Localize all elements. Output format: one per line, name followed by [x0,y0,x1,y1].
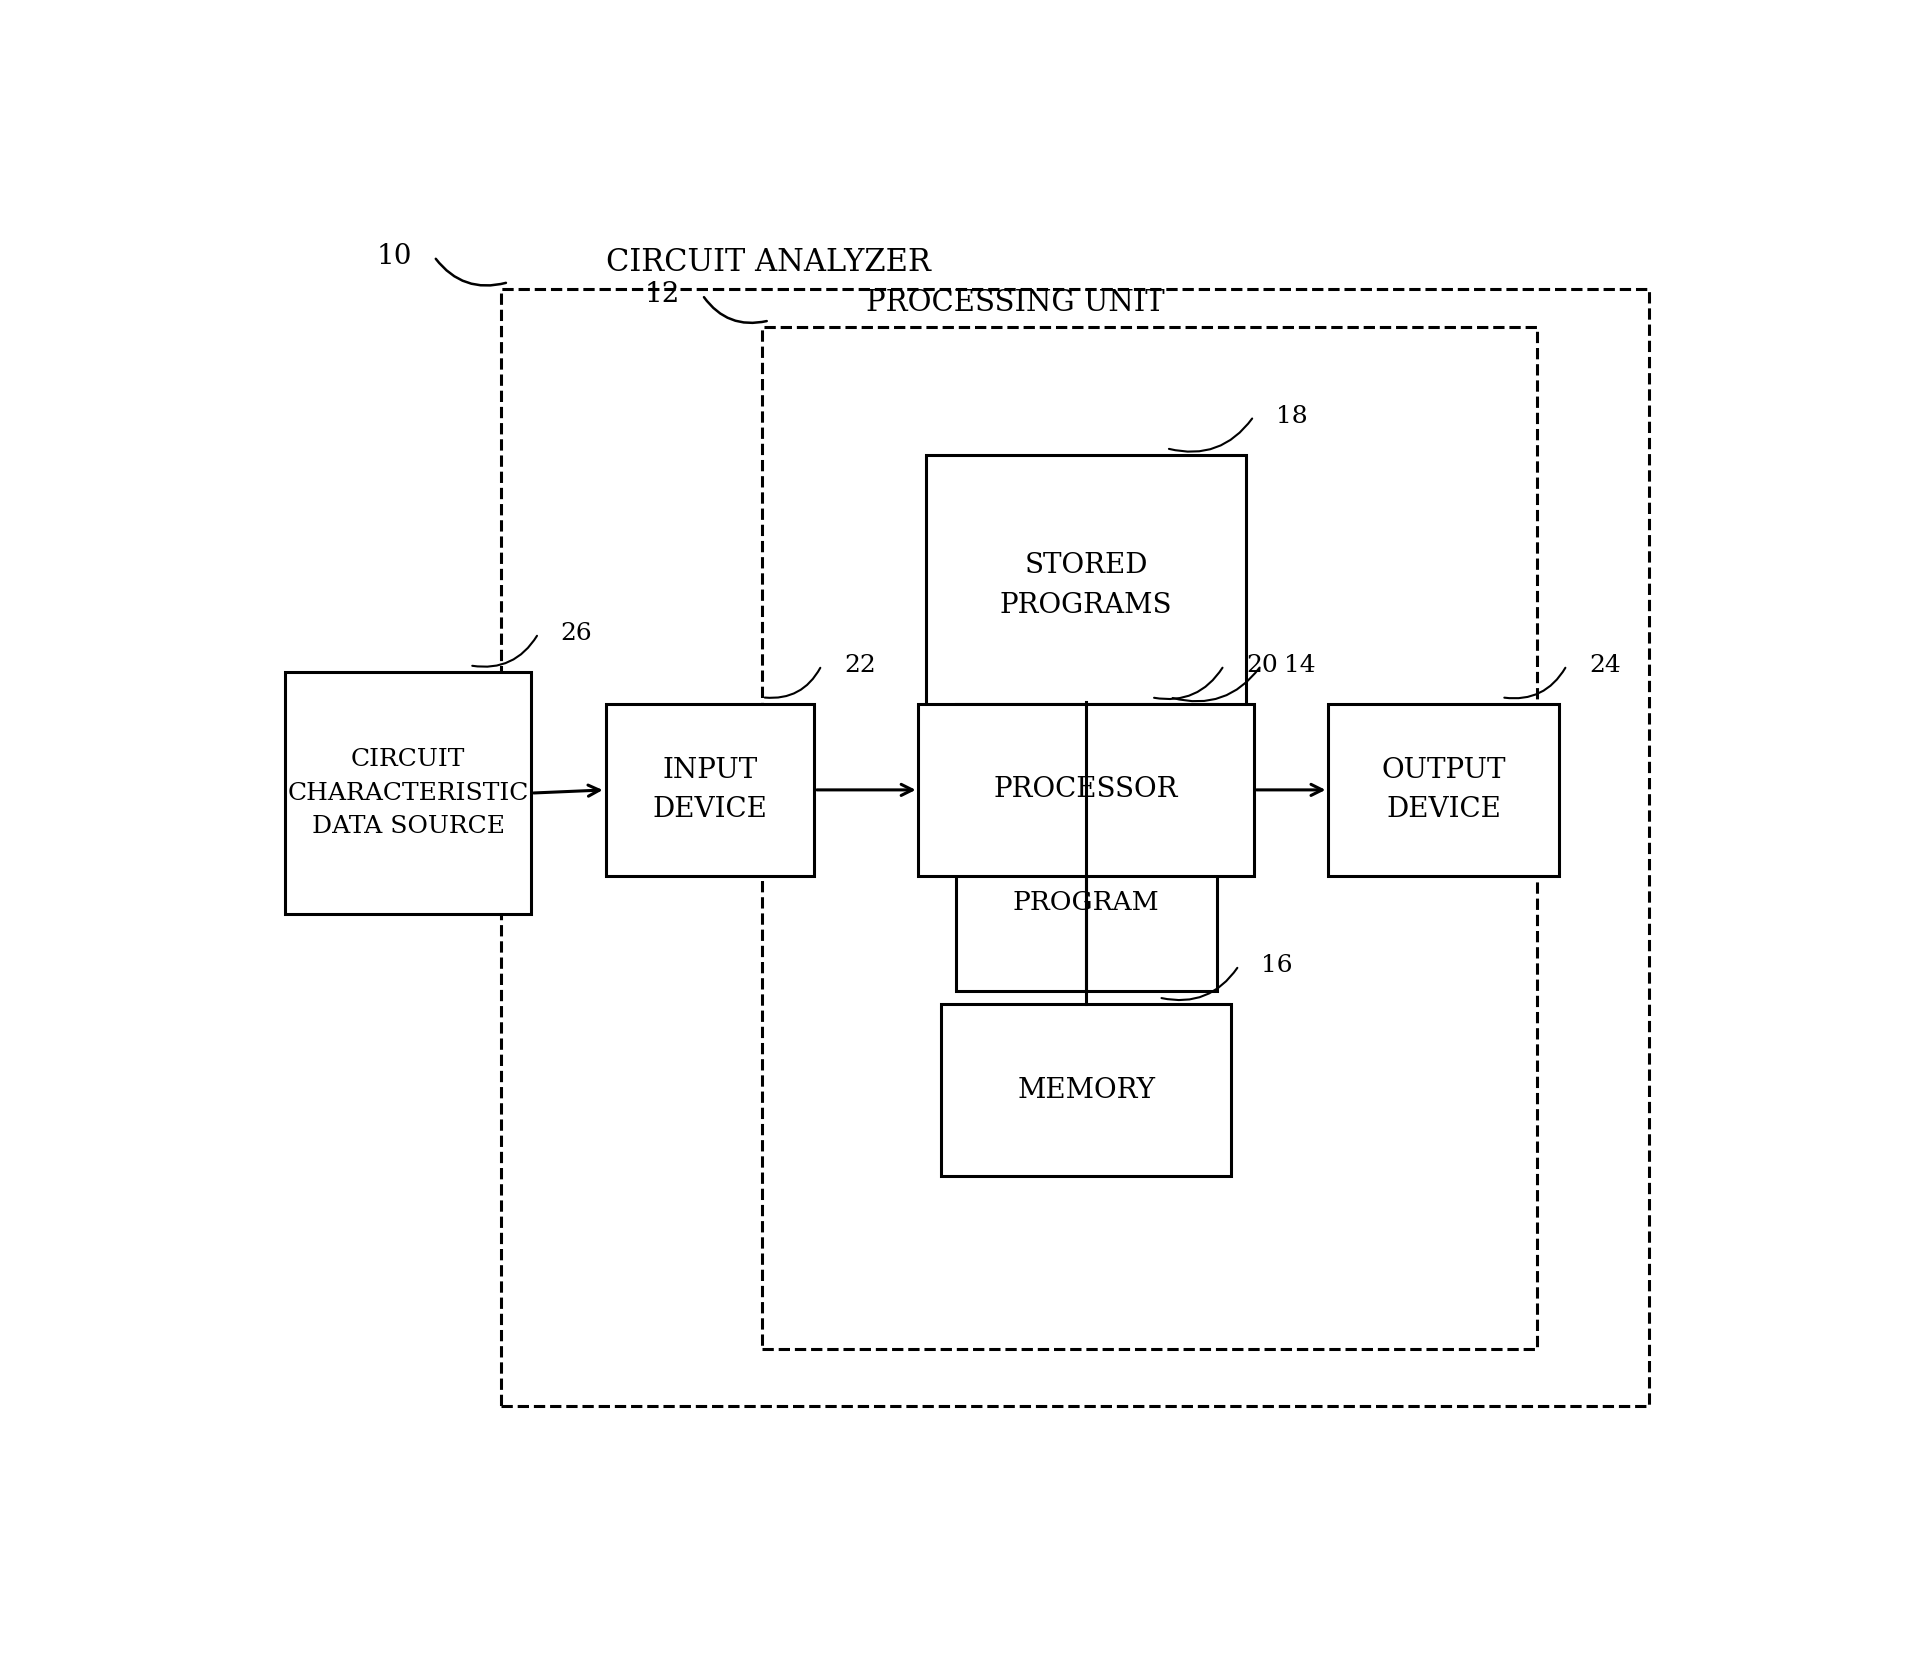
Text: 10: 10 [377,244,412,270]
Text: INPUT
DEVICE: INPUT DEVICE [652,757,767,823]
Bar [940,1004,1231,1176]
Text: 26: 26 [562,622,592,645]
Text: 24: 24 [1588,654,1621,677]
Bar [956,703,1217,990]
Text: 20: 20 [1246,654,1279,677]
Bar [606,703,813,876]
Text: 12: 12 [644,282,681,309]
Bar [762,327,1536,1349]
Text: STORED
PROGRAMS: STORED PROGRAMS [1000,552,1173,619]
Text: 22: 22 [844,654,875,677]
Bar [927,455,1246,717]
Text: MEMORY: MEMORY [1017,1077,1156,1103]
Bar [502,289,1648,1407]
Text: 16: 16 [1261,954,1292,977]
Bar [1329,703,1560,876]
Text: PROCESSING UNIT: PROCESSING UNIT [867,289,1165,317]
Text: PROCESSOR: PROCESSOR [994,776,1179,803]
Text: 18: 18 [1277,405,1308,428]
Text: 14: 14 [1285,654,1315,677]
Bar [919,703,1254,876]
Bar [285,672,531,914]
Text: MATRIX
TRANSFER
FUNCTION
PROGRAM: MATRIX TRANSFER FUNCTION PROGRAM [1008,780,1165,916]
Text: CIRCUIT
CHARACTERISTIC
DATA SOURCE: CIRCUIT CHARACTERISTIC DATA SOURCE [287,748,529,838]
Text: CIRCUIT ANALYZER: CIRCUIT ANALYZER [606,247,931,279]
Text: OUTPUT
DEVICE: OUTPUT DEVICE [1381,757,1506,823]
